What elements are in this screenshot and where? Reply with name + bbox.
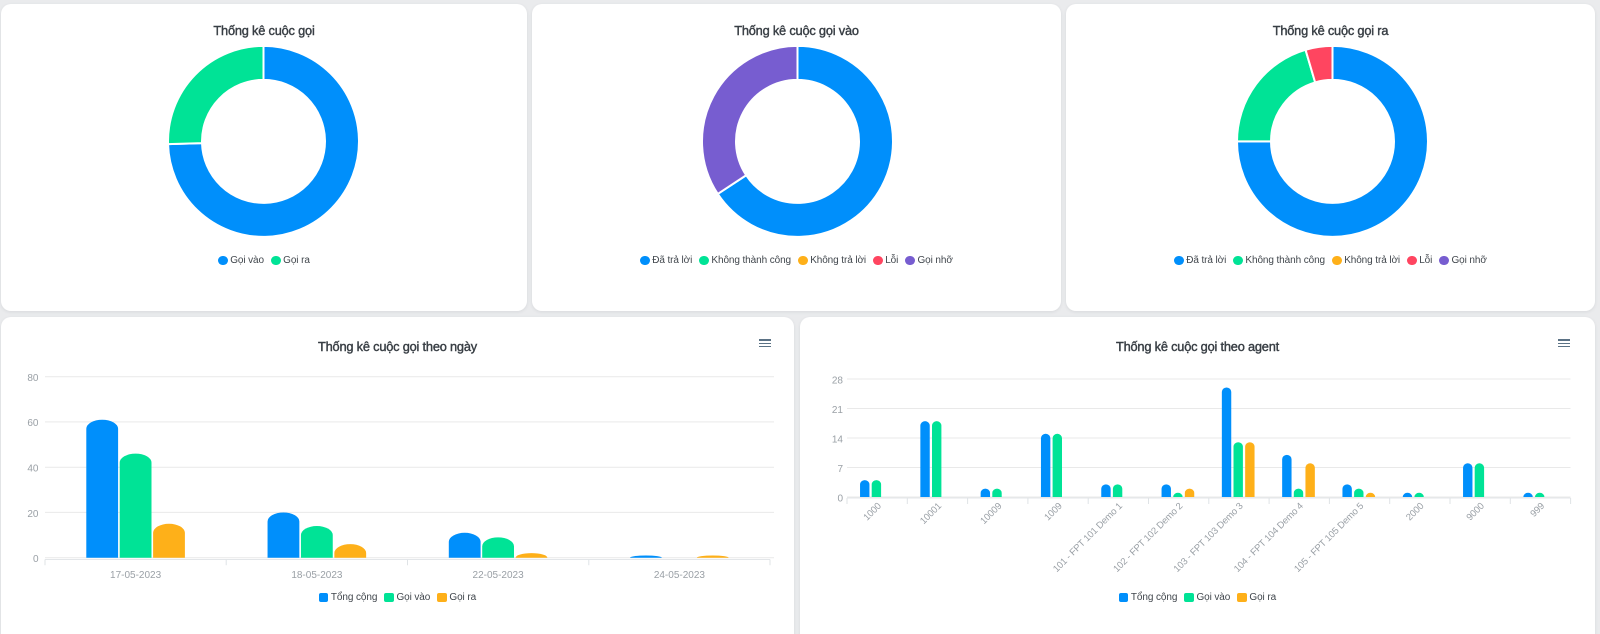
- svg-text:105 - FPT 105 Demo 5: 105 - FPT 105 Demo 5: [1292, 501, 1366, 575]
- svg-text:1000: 1000: [861, 501, 883, 523]
- svg-text:22-05-2023: 22-05-2023: [473, 570, 525, 581]
- svg-text:10001: 10001: [918, 501, 944, 527]
- svg-text:24-05-2023: 24-05-2023: [654, 570, 706, 581]
- svg-text:0: 0: [33, 554, 39, 565]
- svg-text:999: 999: [1528, 501, 1547, 520]
- svg-text:9000: 9000: [1464, 501, 1486, 523]
- svg-text:20: 20: [27, 509, 39, 520]
- svg-text:18-05-2023: 18-05-2023: [291, 570, 343, 581]
- svg-text:40: 40: [27, 464, 39, 475]
- svg-text:10009: 10009: [978, 501, 1004, 527]
- svg-text:17-05-2023: 17-05-2023: [110, 570, 162, 581]
- svg-text:7: 7: [837, 464, 843, 475]
- svg-text:60: 60: [27, 418, 39, 429]
- svg-text:1009: 1009: [1042, 501, 1064, 523]
- svg-text:21: 21: [832, 405, 844, 416]
- svg-text:0: 0: [837, 493, 843, 504]
- svg-text:2000: 2000: [1404, 501, 1426, 523]
- svg-text:80: 80: [27, 373, 39, 384]
- svg-text:14: 14: [832, 434, 844, 445]
- svg-text:28: 28: [832, 375, 844, 386]
